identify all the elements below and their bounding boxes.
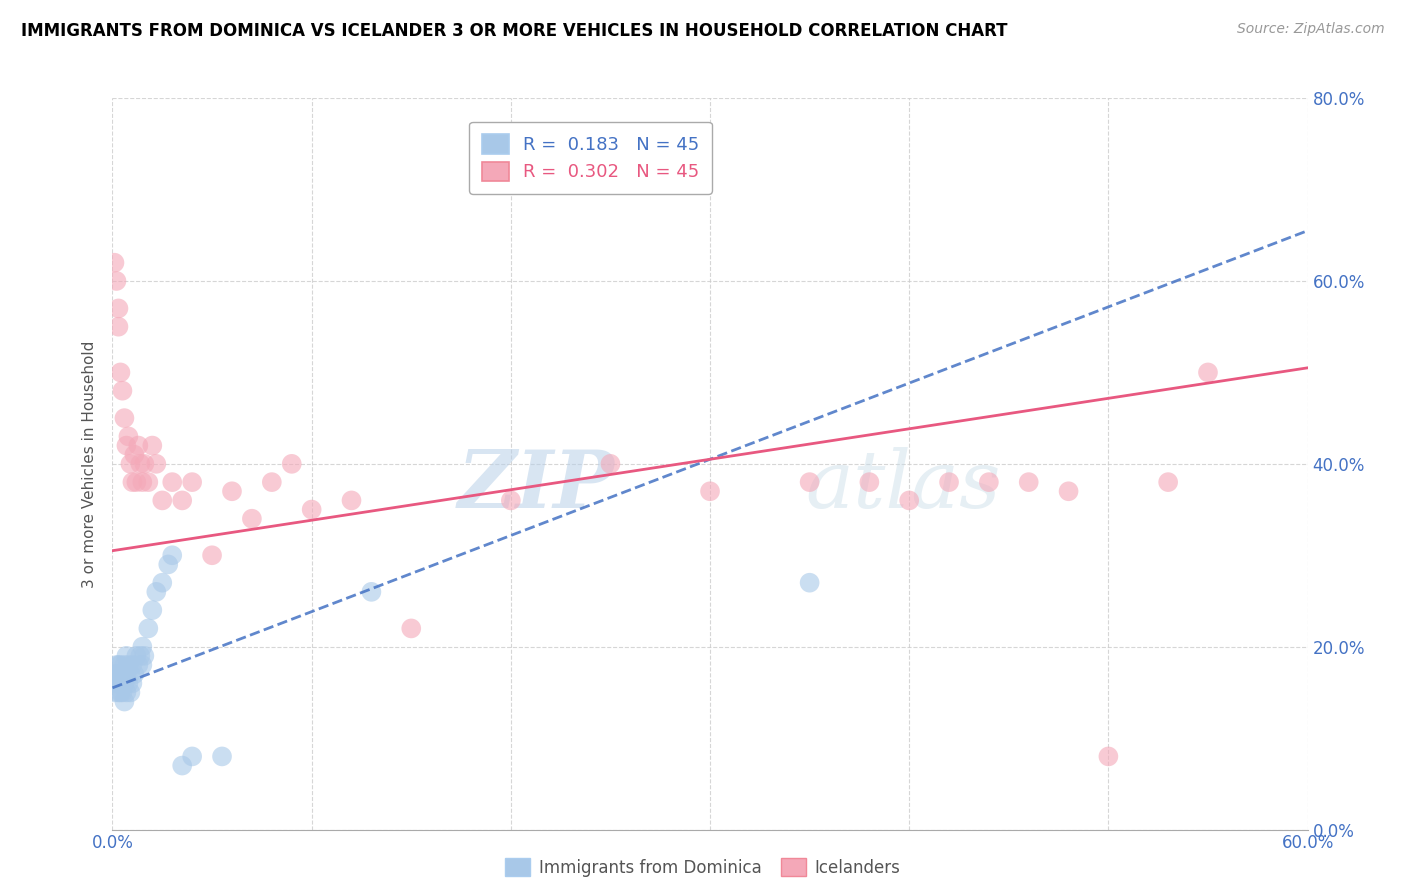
Point	[181, 475, 204, 489]
Text: ZIP: ZIP	[457, 447, 614, 524]
Point	[121, 676, 143, 690]
Point	[1157, 475, 1180, 489]
Point	[201, 548, 224, 563]
Point	[110, 366, 132, 380]
Point	[127, 439, 149, 453]
Point	[107, 658, 129, 673]
Text: IMMIGRANTS FROM DOMINICA VS ICELANDER 3 OR MORE VEHICLES IN HOUSEHOLD CORRELATIO: IMMIGRANTS FROM DOMINICA VS ICELANDER 3 …	[21, 22, 1008, 40]
Point	[131, 658, 153, 673]
Point	[121, 658, 143, 673]
Point	[858, 475, 880, 489]
Point	[977, 475, 1000, 489]
Point	[124, 448, 146, 462]
Point	[117, 658, 139, 673]
Point	[114, 658, 135, 673]
Point	[599, 457, 621, 471]
Point	[115, 685, 138, 699]
Point	[150, 493, 173, 508]
Point	[120, 457, 142, 471]
Point	[103, 667, 125, 681]
Point	[115, 439, 138, 453]
Point	[117, 676, 139, 690]
Point	[134, 457, 156, 471]
Point	[127, 658, 149, 673]
Point	[129, 648, 152, 663]
Point	[117, 429, 139, 443]
Point	[125, 648, 148, 663]
Point	[121, 475, 143, 489]
Point	[499, 493, 522, 508]
Point	[938, 475, 960, 489]
Point	[131, 475, 153, 489]
Point	[114, 411, 135, 425]
Point	[181, 749, 204, 764]
Point	[898, 493, 921, 508]
Point	[301, 502, 323, 516]
Y-axis label: 3 or more Vehicles in Household: 3 or more Vehicles in Household	[82, 340, 97, 588]
Point	[401, 622, 423, 636]
Point	[1097, 749, 1119, 764]
Point	[111, 667, 134, 681]
Point	[114, 695, 135, 709]
Point	[120, 685, 142, 699]
Point	[360, 585, 382, 599]
Point	[129, 457, 152, 471]
Point	[105, 676, 128, 690]
Point	[162, 548, 183, 563]
Point	[145, 457, 167, 471]
Point	[111, 685, 134, 699]
Point	[134, 648, 156, 663]
Point	[110, 676, 132, 690]
Legend: Immigrants from Dominica, Icelanders: Immigrants from Dominica, Icelanders	[499, 852, 907, 883]
Point	[115, 648, 138, 663]
Point	[111, 676, 134, 690]
Point	[131, 640, 153, 654]
Point	[124, 667, 146, 681]
Point	[281, 457, 304, 471]
Point	[699, 484, 721, 499]
Point	[115, 667, 138, 681]
Point	[221, 484, 243, 499]
Point	[111, 384, 134, 398]
Point	[107, 667, 129, 681]
Point	[1057, 484, 1080, 499]
Text: Source: ZipAtlas.com: Source: ZipAtlas.com	[1237, 22, 1385, 37]
Point	[105, 667, 128, 681]
Point	[150, 575, 173, 590]
Point	[138, 475, 160, 489]
Point	[125, 475, 148, 489]
Point	[105, 274, 128, 288]
Legend: R =  0.183   N = 45, R =  0.302   N = 45: R = 0.183 N = 45, R = 0.302 N = 45	[470, 122, 711, 194]
Point	[1018, 475, 1040, 489]
Point	[107, 685, 129, 699]
Point	[107, 301, 129, 316]
Point	[211, 749, 233, 764]
Point	[110, 658, 132, 673]
Point	[799, 575, 821, 590]
Point	[340, 493, 363, 508]
Text: atlas: atlas	[806, 447, 1001, 524]
Point	[240, 512, 263, 526]
Point	[138, 622, 160, 636]
Point	[157, 558, 180, 572]
Point	[105, 658, 128, 673]
Point	[110, 685, 132, 699]
Point	[107, 319, 129, 334]
Point	[145, 585, 167, 599]
Point	[141, 603, 163, 617]
Point	[103, 256, 125, 270]
Point	[120, 667, 142, 681]
Point	[172, 758, 194, 772]
Point	[103, 685, 125, 699]
Point	[172, 493, 194, 508]
Point	[162, 475, 183, 489]
Point	[141, 439, 163, 453]
Point	[799, 475, 821, 489]
Point	[260, 475, 283, 489]
Point	[1197, 366, 1219, 380]
Point	[107, 676, 129, 690]
Point	[114, 676, 135, 690]
